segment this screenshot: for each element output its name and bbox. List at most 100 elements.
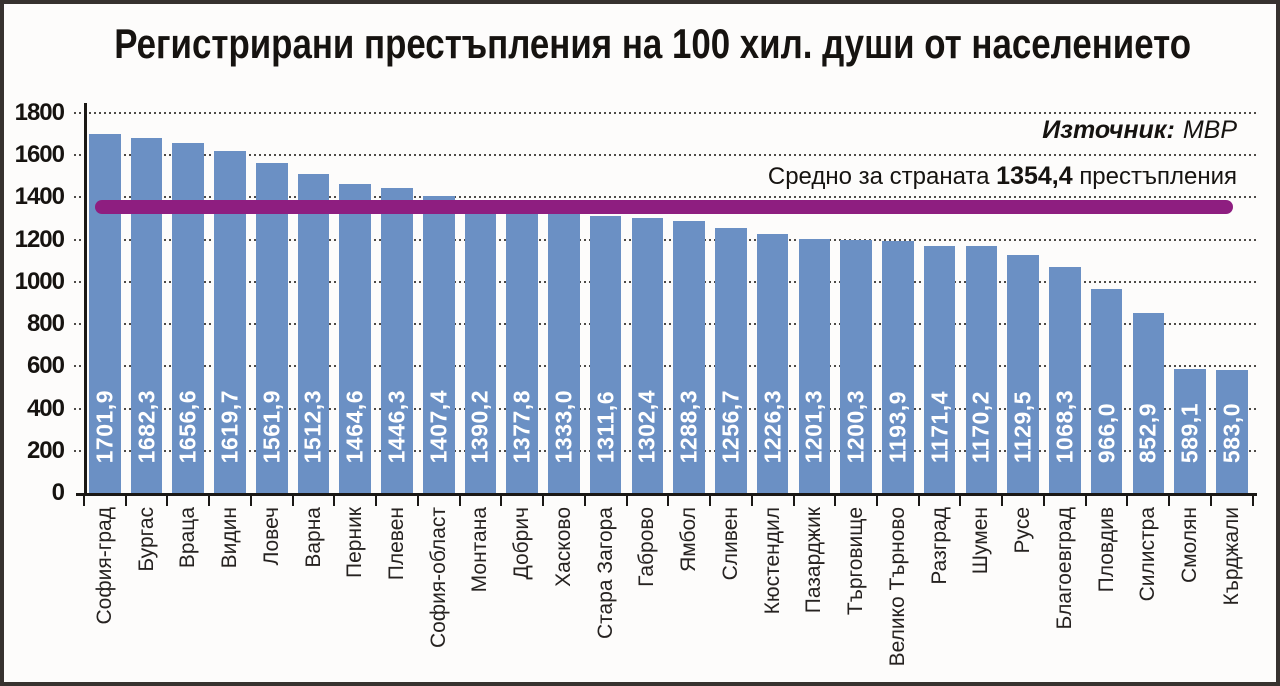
bar-value-label: 1701,9	[91, 389, 118, 463]
category-label-2: Бургас	[134, 507, 158, 572]
bar-value-label: 1171,4	[926, 390, 953, 463]
x-tick	[291, 493, 294, 506]
bar-1: 1701,9	[89, 133, 121, 493]
category-label-28: Кърджали	[1219, 507, 1243, 606]
x-tick	[500, 493, 503, 506]
x-tick	[875, 493, 878, 506]
bar-16: 1256,7	[715, 227, 747, 493]
category-label-18: Пазарджик	[802, 507, 826, 614]
category-label-10: Монтана	[468, 507, 492, 593]
category-label-6: Варна	[301, 507, 325, 568]
x-tick	[1084, 493, 1087, 506]
bar-15: 1288,3	[673, 221, 705, 493]
bar-17: 1226,3	[756, 234, 789, 493]
x-tick	[1001, 493, 1004, 506]
x-tick	[1168, 493, 1171, 506]
bar-value-label: 966,0	[1093, 402, 1120, 463]
source-note: Източник: МВР	[1042, 116, 1237, 145]
average-value: 1354,4	[996, 162, 1073, 190]
x-tick	[82, 493, 85, 506]
x-tick	[249, 493, 252, 506]
bar-28: 583,0	[1215, 369, 1248, 493]
average-line	[95, 200, 1233, 215]
category-label-14: Габрово	[635, 507, 659, 587]
bar-value-label: 1226,3	[759, 389, 786, 463]
bar-value-label: 1407,4	[425, 389, 452, 463]
gridline-1600	[74, 154, 1257, 157]
bar-14: 1302,4	[631, 218, 664, 493]
gridline-1400	[74, 196, 1257, 199]
category-label-12: Хасково	[551, 507, 575, 587]
bar-value-label: 1256,7	[717, 389, 744, 463]
y-tick-label-1800: 1800	[14, 99, 65, 126]
y-tick-label-200: 200	[26, 436, 65, 464]
x-tick	[375, 493, 378, 506]
bar-26: 852,9	[1132, 312, 1165, 493]
source-value: МВР	[1182, 116, 1237, 144]
bar-value-label: 1512,3	[299, 389, 326, 463]
x-tick	[333, 493, 336, 506]
gridline-800	[74, 323, 1257, 326]
category-label-15: Ямбол	[677, 507, 701, 572]
bar-value-label: 1561,9	[258, 389, 285, 463]
gridline-1200	[74, 238, 1257, 241]
x-tick	[750, 493, 753, 506]
bar-value-label: 1200,3	[842, 389, 869, 463]
category-label-21: Разград	[927, 507, 951, 585]
category-label-8: Плевен	[384, 507, 408, 581]
y-axis-line	[84, 103, 87, 496]
x-tick	[1251, 493, 1254, 506]
x-tick	[1042, 493, 1045, 506]
y-tick-label-800: 800	[26, 310, 65, 338]
bar-value-label: 1288,3	[675, 389, 702, 463]
bar-value-label: 1656,6	[174, 389, 201, 463]
category-label-20: Велико Търново	[885, 507, 909, 667]
bar-value-label: 1302,4	[633, 389, 660, 463]
bar-value-label: 1311,6	[592, 390, 619, 463]
category-label-3: Враца	[176, 507, 200, 569]
category-label-27: Смолян	[1178, 507, 1202, 584]
bar-10: 1390,2	[464, 199, 497, 493]
bar-value-label: 589,1	[1176, 402, 1203, 463]
bar-value-label: 1377,8	[508, 389, 535, 463]
category-label-24: Благоевград	[1052, 507, 1076, 630]
bar-21: 1171,4	[923, 245, 956, 493]
category-label-9: София-област	[426, 507, 450, 649]
bar-value-label: 1170,2	[967, 390, 994, 463]
bar-value-label: 1201,3	[800, 389, 827, 463]
x-tick	[625, 493, 628, 506]
category-label-5: Ловеч	[259, 507, 283, 566]
category-label-22: Шумен	[969, 507, 993, 575]
x-tick	[959, 493, 962, 506]
x-tick	[709, 493, 712, 506]
x-tick	[416, 493, 419, 506]
category-label-1: София-град	[92, 507, 116, 625]
y-tick-label-0: 0	[51, 479, 65, 506]
chart-title: Регистрирани престъпления на 100 хил. ду…	[114, 20, 1192, 67]
x-tick	[166, 493, 169, 506]
category-label-17: Кюстендил	[760, 507, 784, 615]
bar-value-label: 1446,3	[383, 389, 410, 463]
x-tick	[208, 493, 211, 506]
gridline-600	[74, 365, 1257, 368]
gridline-1800	[74, 112, 1257, 114]
gridline-1000	[74, 280, 1257, 283]
category-label-4: Видин	[218, 507, 242, 569]
category-label-13: Стара Загора	[593, 507, 617, 640]
x-tick	[834, 493, 837, 506]
bar-20: 1193,9	[882, 240, 914, 493]
average-suffix: престъпления	[1079, 163, 1237, 190]
x-tick	[583, 493, 586, 506]
category-label-26: Силистра	[1136, 507, 1160, 602]
y-tick-label-1000: 1000	[14, 267, 65, 295]
bar-value-label: 1333,0	[550, 389, 577, 463]
bar-value-label: 1193,9	[884, 390, 911, 463]
bar-8: 1446,3	[381, 187, 413, 493]
y-tick-label-1400: 1400	[14, 183, 65, 211]
bar-value-label: 852,9	[1134, 402, 1161, 463]
bar-19: 1200,3	[840, 239, 872, 493]
chart-title-wrap: Регистрирани престъпления на 100 хил. ду…	[4, 20, 1276, 68]
x-tick	[792, 493, 795, 506]
x-axis-line	[76, 493, 1257, 496]
